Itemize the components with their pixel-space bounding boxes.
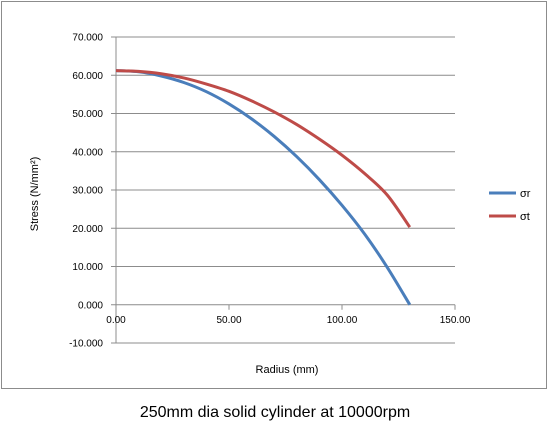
x-tick-label: 0.00 xyxy=(106,315,126,326)
y-tick-label: 10.000 xyxy=(72,262,103,273)
y-tick-label: -10.000 xyxy=(69,339,103,350)
grid-layer xyxy=(116,36,455,344)
x-axis-title: Radius (mm) xyxy=(256,364,319,376)
y-tick-label: 70.000 xyxy=(72,33,103,44)
y-tick-label: 60.000 xyxy=(72,71,103,82)
chart-frame xyxy=(1,1,547,389)
chart-caption: 250mm dia solid cylinder at 10000rpm xyxy=(139,404,411,421)
y-tick-label: 50.000 xyxy=(72,109,103,120)
series-layer xyxy=(115,69,412,306)
x-tick-label: 50.00 xyxy=(216,315,241,326)
x-tick-label: 100.00 xyxy=(327,315,358,326)
legend-layer: σr σt xyxy=(489,188,531,223)
series-sigma-t-line xyxy=(115,69,412,228)
series-sigma-r-line xyxy=(115,69,412,306)
y-tick-label: 40.000 xyxy=(72,147,103,158)
legend-label: σr xyxy=(520,188,531,200)
legend-label: σt xyxy=(520,211,530,223)
legend-item-sigma-r: σr xyxy=(489,188,531,200)
axes-layer: -10.000 0.000 10.000 20.000 30.000 40.000 50.0… xyxy=(69,33,471,350)
x-tick-label: 150.00 xyxy=(440,315,471,326)
y-tick-label: 20.000 xyxy=(72,224,103,235)
y-axis-title: Stress (N/mm²) xyxy=(29,157,41,232)
y-tick-label: 0.000 xyxy=(78,300,103,311)
legend-item-sigma-t: σt xyxy=(489,211,530,223)
y-tick-label: 30.000 xyxy=(72,186,103,197)
